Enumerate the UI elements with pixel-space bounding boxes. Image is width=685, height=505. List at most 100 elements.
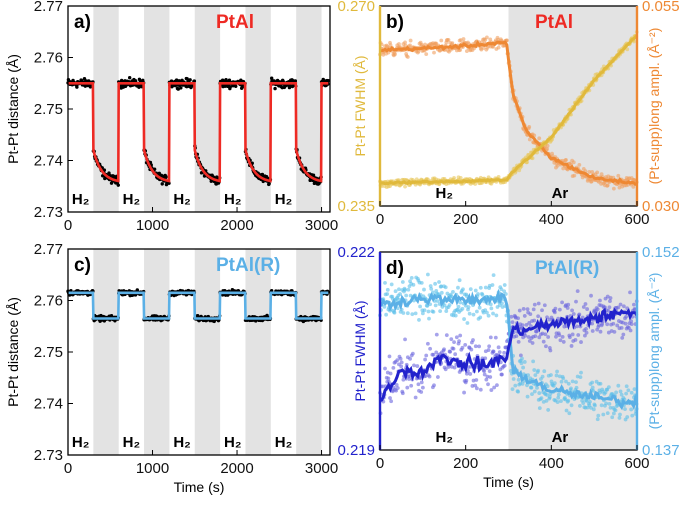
- y-tick-label-right: 0.055: [642, 0, 680, 15]
- scatter-point-left: [629, 322, 634, 327]
- scatter-point-right: [591, 389, 596, 393]
- scatter-point-right: [614, 390, 618, 395]
- scatter-point-right: [526, 373, 531, 378]
- gas-label: H₂: [224, 191, 242, 208]
- scatter-point-right: [400, 280, 405, 284]
- scatter-point-left: [489, 388, 494, 392]
- scatter-point-right: [519, 361, 524, 366]
- scatter-point-right: [618, 412, 622, 417]
- scatter-point-right: [578, 404, 582, 408]
- scatter-point-right: [579, 370, 583, 375]
- scatter-point-left: [541, 339, 546, 344]
- scatter-point-left: [403, 184, 407, 189]
- scatter-point-right: [629, 407, 634, 412]
- scatter-point-left: [561, 340, 566, 344]
- scatter-point-left: [458, 175, 463, 180]
- scatter-point-left: [412, 363, 416, 368]
- scatter-point-left: [606, 330, 611, 335]
- scatter-point-right: [590, 380, 595, 385]
- shaded-region: [194, 249, 221, 455]
- smoothed-line-right: [379, 40, 638, 186]
- scatter-point-left: [395, 358, 400, 363]
- y-axis-label-left: Pt-Pt FWHM (Å): [352, 300, 368, 401]
- scatter-point-right: [578, 375, 583, 379]
- scatter-point-right: [623, 407, 627, 412]
- x-tick-label: 0: [64, 460, 72, 477]
- scatter-point-right: [564, 157, 568, 162]
- data-point: [107, 171, 111, 175]
- scatter-point-left: [552, 310, 557, 315]
- gas-label: H₂: [72, 434, 90, 451]
- x-tick-label: 2000: [220, 460, 253, 477]
- data-point: [127, 76, 132, 80]
- scatter-point-left: [407, 377, 411, 381]
- data-point: [116, 183, 120, 187]
- scatter-point-right: [599, 403, 604, 408]
- scatter-point-left: [632, 302, 636, 307]
- scatter-point-left: [495, 383, 499, 388]
- scatter-point-right: [564, 379, 568, 384]
- scatter-point-right: [588, 399, 592, 404]
- y-tick-label-left: 0.270: [337, 0, 375, 15]
- data-point: [227, 78, 232, 82]
- scatter-point-right: [453, 313, 458, 318]
- scatter-point-right: [461, 287, 465, 292]
- scatter-point-right: [431, 309, 436, 314]
- data-point: [185, 84, 189, 89]
- scatter-point-left: [528, 312, 533, 317]
- scatter-point-right: [432, 50, 436, 55]
- scatter-point-right: [428, 284, 433, 288]
- scatter-point-left: [492, 385, 497, 390]
- scatter-point-left: [527, 321, 532, 325]
- scatter-point-left: [612, 329, 617, 334]
- x-tick-label: 2000: [220, 217, 253, 234]
- scatter-point-left: [603, 305, 607, 310]
- y-tick-label: 2.75: [34, 101, 63, 118]
- data-point: [293, 79, 298, 83]
- scatter-point-left: [497, 350, 502, 355]
- y-tick-label-right: 0.030: [642, 198, 680, 215]
- scatter-point-left: [420, 385, 425, 390]
- scatter-point-left: [458, 333, 463, 338]
- data-point: [137, 85, 141, 89]
- scatter-point-right: [461, 37, 466, 41]
- y-axis-label-right: (Pt-supp)long ampl. (Å⁻²): [646, 28, 662, 185]
- scatter-point-left: [546, 335, 551, 339]
- scatter-point-right: [555, 369, 559, 374]
- scatter-point-right: [539, 396, 544, 401]
- scatter-point-left: [529, 324, 533, 329]
- scatter-point-right: [587, 170, 592, 174]
- scatter-point-right: [444, 309, 449, 314]
- scatter-point-right: [439, 284, 444, 289]
- scatter-point-right: [494, 313, 499, 318]
- scatter-point-left: [383, 366, 387, 371]
- scatter-point-right: [413, 311, 418, 316]
- scatter-point-left: [416, 382, 421, 387]
- scatter-point-right: [577, 162, 582, 167]
- scatter-point-right: [496, 45, 501, 50]
- fit-line: [68, 82, 329, 183]
- scatter-point-right: [388, 43, 393, 47]
- scatter-point-right: [624, 391, 629, 396]
- scatter-point-right: [611, 411, 616, 416]
- scatter-point-right: [451, 289, 455, 294]
- y-tick-label-left: 0.235: [337, 198, 375, 215]
- scatter-point-left: [581, 305, 586, 309]
- scatter-point-right: [566, 398, 571, 403]
- scatter-point-right: [502, 283, 507, 287]
- scatter-point-left: [615, 323, 620, 328]
- scatter-point-right: [516, 389, 520, 394]
- scatter-point-left: [536, 314, 541, 319]
- shaded-region: [508, 252, 637, 450]
- scatter-point-right: [625, 415, 630, 419]
- scatter-point-right: [382, 304, 387, 309]
- scatter-point-right: [403, 40, 407, 45]
- scatter-point-right: [450, 41, 455, 46]
- scatter-point-right: [398, 292, 402, 296]
- data-point: [164, 175, 168, 179]
- x-tick-label: 600: [624, 455, 649, 472]
- smoothed-line-right: [378, 288, 639, 411]
- scatter-point-right: [595, 170, 600, 175]
- scatter-point-left: [460, 345, 465, 350]
- data-point: [192, 79, 197, 83]
